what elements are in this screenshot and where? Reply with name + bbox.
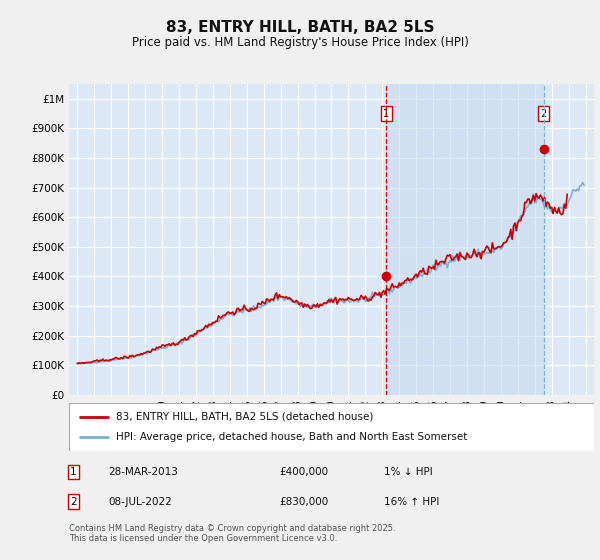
Bar [386, 84, 544, 395]
Text: 1: 1 [383, 109, 389, 119]
Text: £400,000: £400,000 [279, 467, 328, 477]
Text: 08-JUL-2022: 08-JUL-2022 [109, 497, 172, 507]
Text: £830,000: £830,000 [279, 497, 328, 507]
Text: 28-MAR-2013: 28-MAR-2013 [109, 467, 178, 477]
Text: Price paid vs. HM Land Registry's House Price Index (HPI): Price paid vs. HM Land Registry's House … [131, 36, 469, 49]
Text: 1: 1 [70, 467, 77, 477]
Text: HPI: Average price, detached house, Bath and North East Somerset: HPI: Average price, detached house, Bath… [116, 432, 467, 442]
Text: 83, ENTRY HILL, BATH, BA2 5LS (detached house): 83, ENTRY HILL, BATH, BA2 5LS (detached … [116, 412, 374, 422]
Text: 1% ↓ HPI: 1% ↓ HPI [384, 467, 433, 477]
Text: 2: 2 [70, 497, 77, 507]
Text: 83, ENTRY HILL, BATH, BA2 5LS: 83, ENTRY HILL, BATH, BA2 5LS [166, 20, 434, 35]
Text: 16% ↑ HPI: 16% ↑ HPI [384, 497, 439, 507]
Text: Contains HM Land Registry data © Crown copyright and database right 2025.
This d: Contains HM Land Registry data © Crown c… [69, 524, 395, 543]
Text: 2: 2 [541, 109, 547, 119]
